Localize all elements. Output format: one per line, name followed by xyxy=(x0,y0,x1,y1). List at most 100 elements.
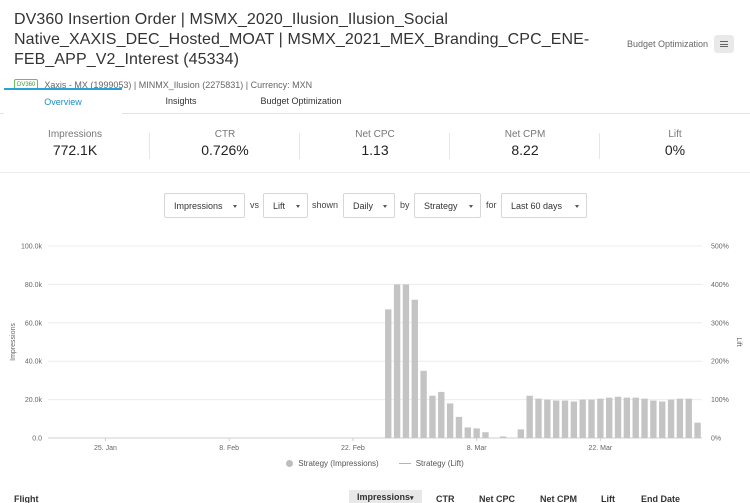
interval-select-value: Daily xyxy=(353,200,374,211)
chart-bar xyxy=(535,398,542,438)
metric1-select[interactable]: Impressions xyxy=(164,193,245,218)
metric-label: Net CPM xyxy=(504,129,546,140)
tab-insights[interactable]: Insights xyxy=(165,96,197,106)
legend-dot-icon xyxy=(286,460,294,467)
sort-desc-icon: ▾ xyxy=(410,495,414,502)
caret-down-icon xyxy=(383,205,387,208)
metric-value: 0% xyxy=(664,142,686,158)
x-tick-label: 22. Mar xyxy=(588,445,612,452)
chart-bar xyxy=(482,432,489,438)
chart-bar xyxy=(464,427,471,438)
y-tick-label: 0.0 xyxy=(32,436,42,443)
y-tick-label: 60.0k xyxy=(25,320,43,327)
y-axis-title: Impressions xyxy=(10,323,17,361)
chart-bar xyxy=(632,397,639,438)
range-select[interactable]: Last 60 days xyxy=(501,193,587,218)
chart-bar xyxy=(552,400,560,438)
x-tick-label: 8. Mar xyxy=(467,445,488,452)
metric-label: Impressions xyxy=(48,129,102,140)
legend-impressions[interactable]: Strategy (Impressions) xyxy=(286,459,379,468)
chart-bar xyxy=(579,399,586,438)
y2-tick-label: 0% xyxy=(711,436,721,443)
metric-value: 772.1K xyxy=(52,142,98,158)
legend-lift[interactable]: Strategy (Lift) xyxy=(398,459,464,468)
column-label: Impressions xyxy=(357,492,411,502)
chart-bar xyxy=(570,401,578,438)
page-header: DV360 Insertion Order | MSMX_2020_Ilusio… xyxy=(14,10,634,103)
page-title: DV360 Insertion Order | MSMX_2020_Ilusio… xyxy=(14,11,590,68)
tab-overview[interactable]: Overview xyxy=(4,88,122,114)
grouping-select-value: Strategy xyxy=(424,200,458,211)
caret-down-icon xyxy=(469,205,473,208)
chart-bar xyxy=(650,400,657,438)
chart-bar xyxy=(411,299,418,438)
x-tick-label: 8. Feb xyxy=(219,445,239,452)
chart-controls: Impressions vs Lift shown Daily by Strat… xyxy=(0,193,750,219)
metric-lift: Lift 0% xyxy=(600,125,750,172)
y2-tick-label: 300% xyxy=(711,320,729,327)
tab-budget-optimization[interactable]: Budget Optimization xyxy=(260,96,342,106)
column-lift[interactable]: Lift xyxy=(601,494,615,503)
by-text: by xyxy=(400,200,410,210)
interval-select[interactable]: Daily xyxy=(343,193,395,218)
chart-bar xyxy=(420,370,427,438)
y-tick-label: 20.0k xyxy=(25,397,43,404)
column-net-cpc[interactable]: Net CPC xyxy=(479,494,516,503)
metric-impressions: Impressions 772.1K xyxy=(0,125,150,172)
chart-bar xyxy=(429,395,436,438)
chart-bar xyxy=(544,399,551,438)
chart-bar xyxy=(473,428,480,438)
metric2-select-value: Lift xyxy=(273,200,286,211)
y2-tick-label: 200% xyxy=(711,359,729,366)
vs-text: vs xyxy=(250,200,259,210)
chart-bar xyxy=(385,309,392,438)
chart-bar xyxy=(614,396,622,438)
column-impressions[interactable]: Impressions▾ xyxy=(349,490,422,503)
column-end-date[interactable]: End Date xyxy=(641,494,681,503)
metric1-select-value: Impressions xyxy=(174,200,223,211)
chart-bar xyxy=(526,395,533,438)
menu-button[interactable] xyxy=(714,35,734,53)
chart-bar xyxy=(676,398,684,438)
chart-bar xyxy=(694,422,701,438)
metric-value: 0.726% xyxy=(201,142,249,158)
grouping-select[interactable]: Strategy xyxy=(414,193,481,218)
budget-optimization-link[interactable]: Budget Optimization xyxy=(626,39,708,49)
metric-label: CTR xyxy=(214,129,236,140)
chart-bar xyxy=(597,398,604,438)
hamburger-menu-icon xyxy=(720,41,728,47)
y2-tick-label: 100% xyxy=(711,397,729,404)
chart-svg: 0.0 0% 20.0k 100% 40.0k 200% 60.0k 300% 80.0k 400… xyxy=(10,244,742,453)
chart-bar xyxy=(499,436,507,438)
caret-down-icon xyxy=(296,205,300,208)
metric-value: 8.22 xyxy=(511,142,539,158)
chart-bar xyxy=(393,284,401,438)
metric-net-cpc: Net CPC 1.13 xyxy=(300,125,450,172)
column-flight[interactable]: Flight xyxy=(14,494,39,503)
chart-bar xyxy=(588,399,595,438)
y-tick-label: 80.0k xyxy=(25,282,43,289)
column-net-cpm[interactable]: Net CPM xyxy=(540,494,578,503)
chart-legend: Strategy (Impressions) Strategy (Lift) xyxy=(0,459,750,468)
column-ctr[interactable]: CTR xyxy=(436,494,455,503)
metric2-select[interactable]: Lift xyxy=(263,193,308,218)
chart-bar xyxy=(685,398,692,438)
legend-label: Strategy (Impressions) xyxy=(298,459,379,468)
chart-bar xyxy=(659,401,666,438)
chart-bar xyxy=(667,399,675,438)
y2-tick-label: 400% xyxy=(711,282,729,289)
chart-bar xyxy=(517,429,525,438)
metric-net-cpm: Net CPM 8.22 xyxy=(450,125,600,172)
for-text: for xyxy=(486,200,497,210)
y-tick-label: 40.0k xyxy=(25,359,43,366)
chart-bar xyxy=(455,416,463,438)
chart-bar xyxy=(446,403,454,438)
x-tick-label: 25. Jan xyxy=(94,445,117,452)
legend-line-icon xyxy=(398,463,411,464)
metric-label: Net CPC xyxy=(355,129,395,140)
legend-label: Strategy (Lift) xyxy=(415,459,464,468)
table-header: Flight Impressions▾ CTR Net CPC Net CPM … xyxy=(0,490,750,503)
y2-axis-title: Lift xyxy=(735,337,742,346)
metric-value: 1.13 xyxy=(361,142,389,158)
chart-bar xyxy=(402,284,410,438)
